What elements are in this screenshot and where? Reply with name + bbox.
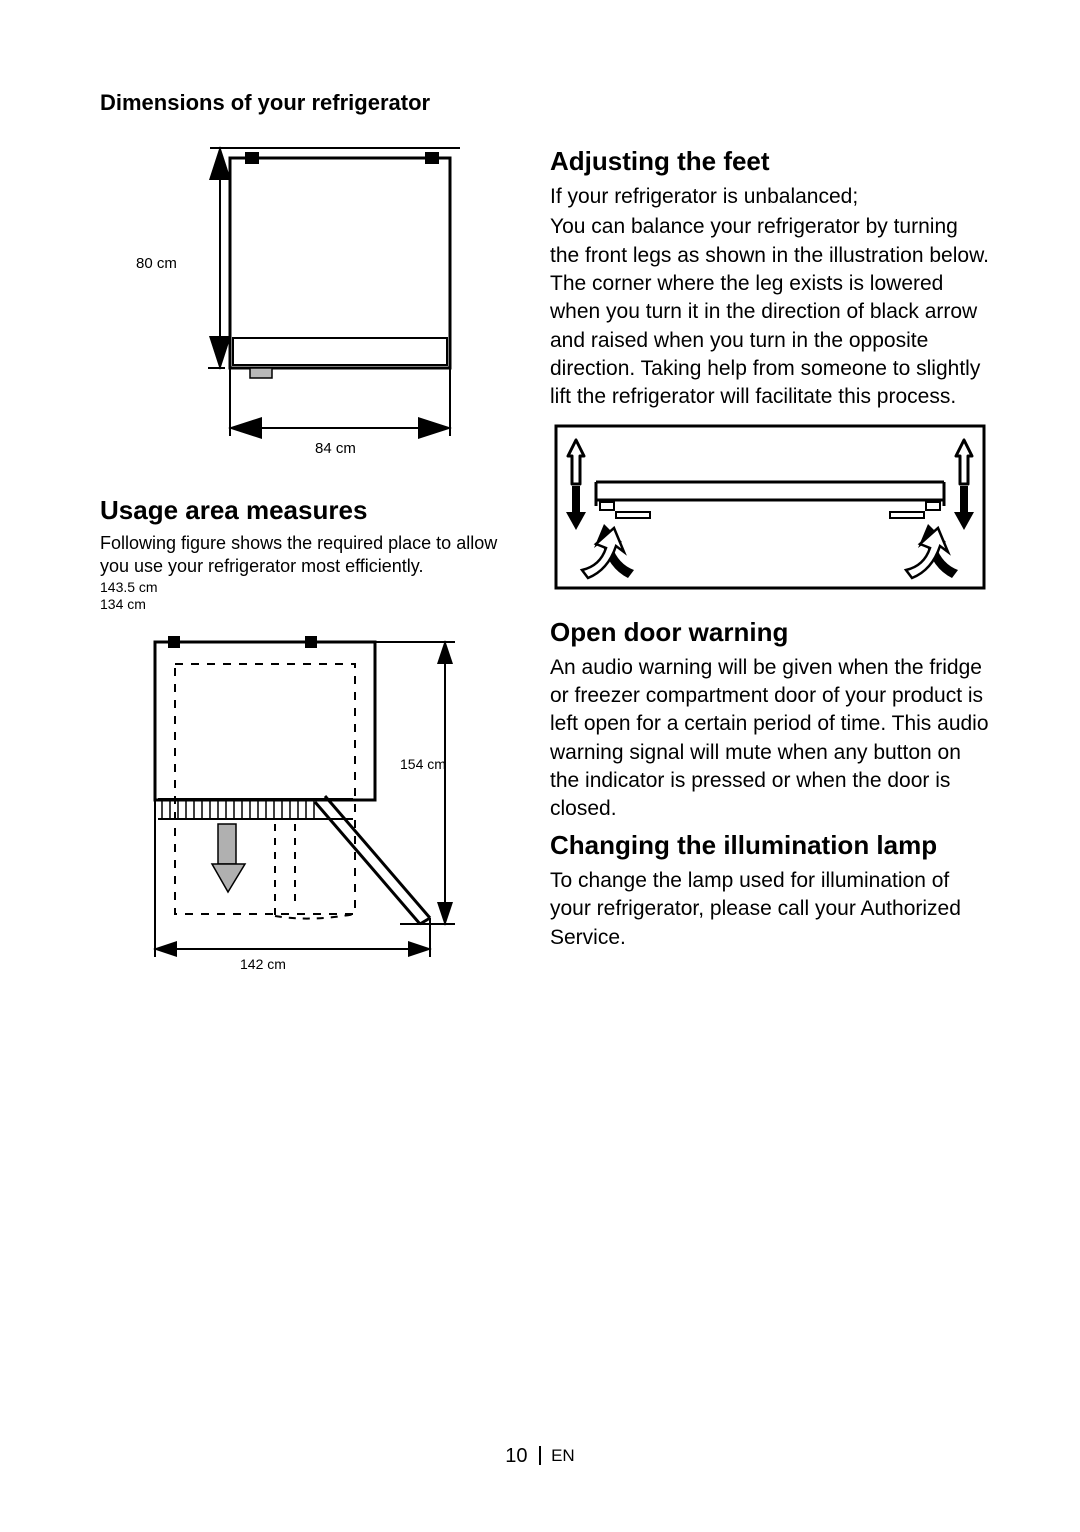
page-number: 10 [505,1445,527,1467]
page-lang: EN [539,1446,575,1465]
open-heading: Open door warning [550,617,990,648]
lamp-heading: Changing the illumination lamp [550,830,990,861]
dimensions-heading: Dimensions of your refrigerator [100,90,520,116]
dim-width-label: 84 cm [315,440,356,457]
figure-feet [550,420,990,605]
adjust-body: You can balance your refrigerator by tur… [550,213,990,411]
usage-heading: Usage area measures [100,495,520,526]
adjust-heading: Adjusting the feet [550,146,990,177]
page-footer: 10 EN [0,1445,1080,1468]
usage-width-label: 142 cm [240,956,286,972]
usage-height-label: 154 cm [400,756,446,772]
lamp-body: To change the lamp used for illumination… [550,867,990,952]
usage-caption: Following figure shows the required plac… [100,532,520,579]
open-body: An audio warning will be given when the … [550,654,990,824]
usage-label-b: 134 cm [100,596,520,613]
usage-label-a: 143.5 cm [100,579,520,596]
adjust-line1: If your refrigerator is unbalanced; [550,183,990,211]
dim-height-label: 80 cm [136,255,177,272]
figure-usage: 154 cm 142 cm [100,624,520,989]
figure-dimensions: 80 cm 84 cm [100,128,520,483]
